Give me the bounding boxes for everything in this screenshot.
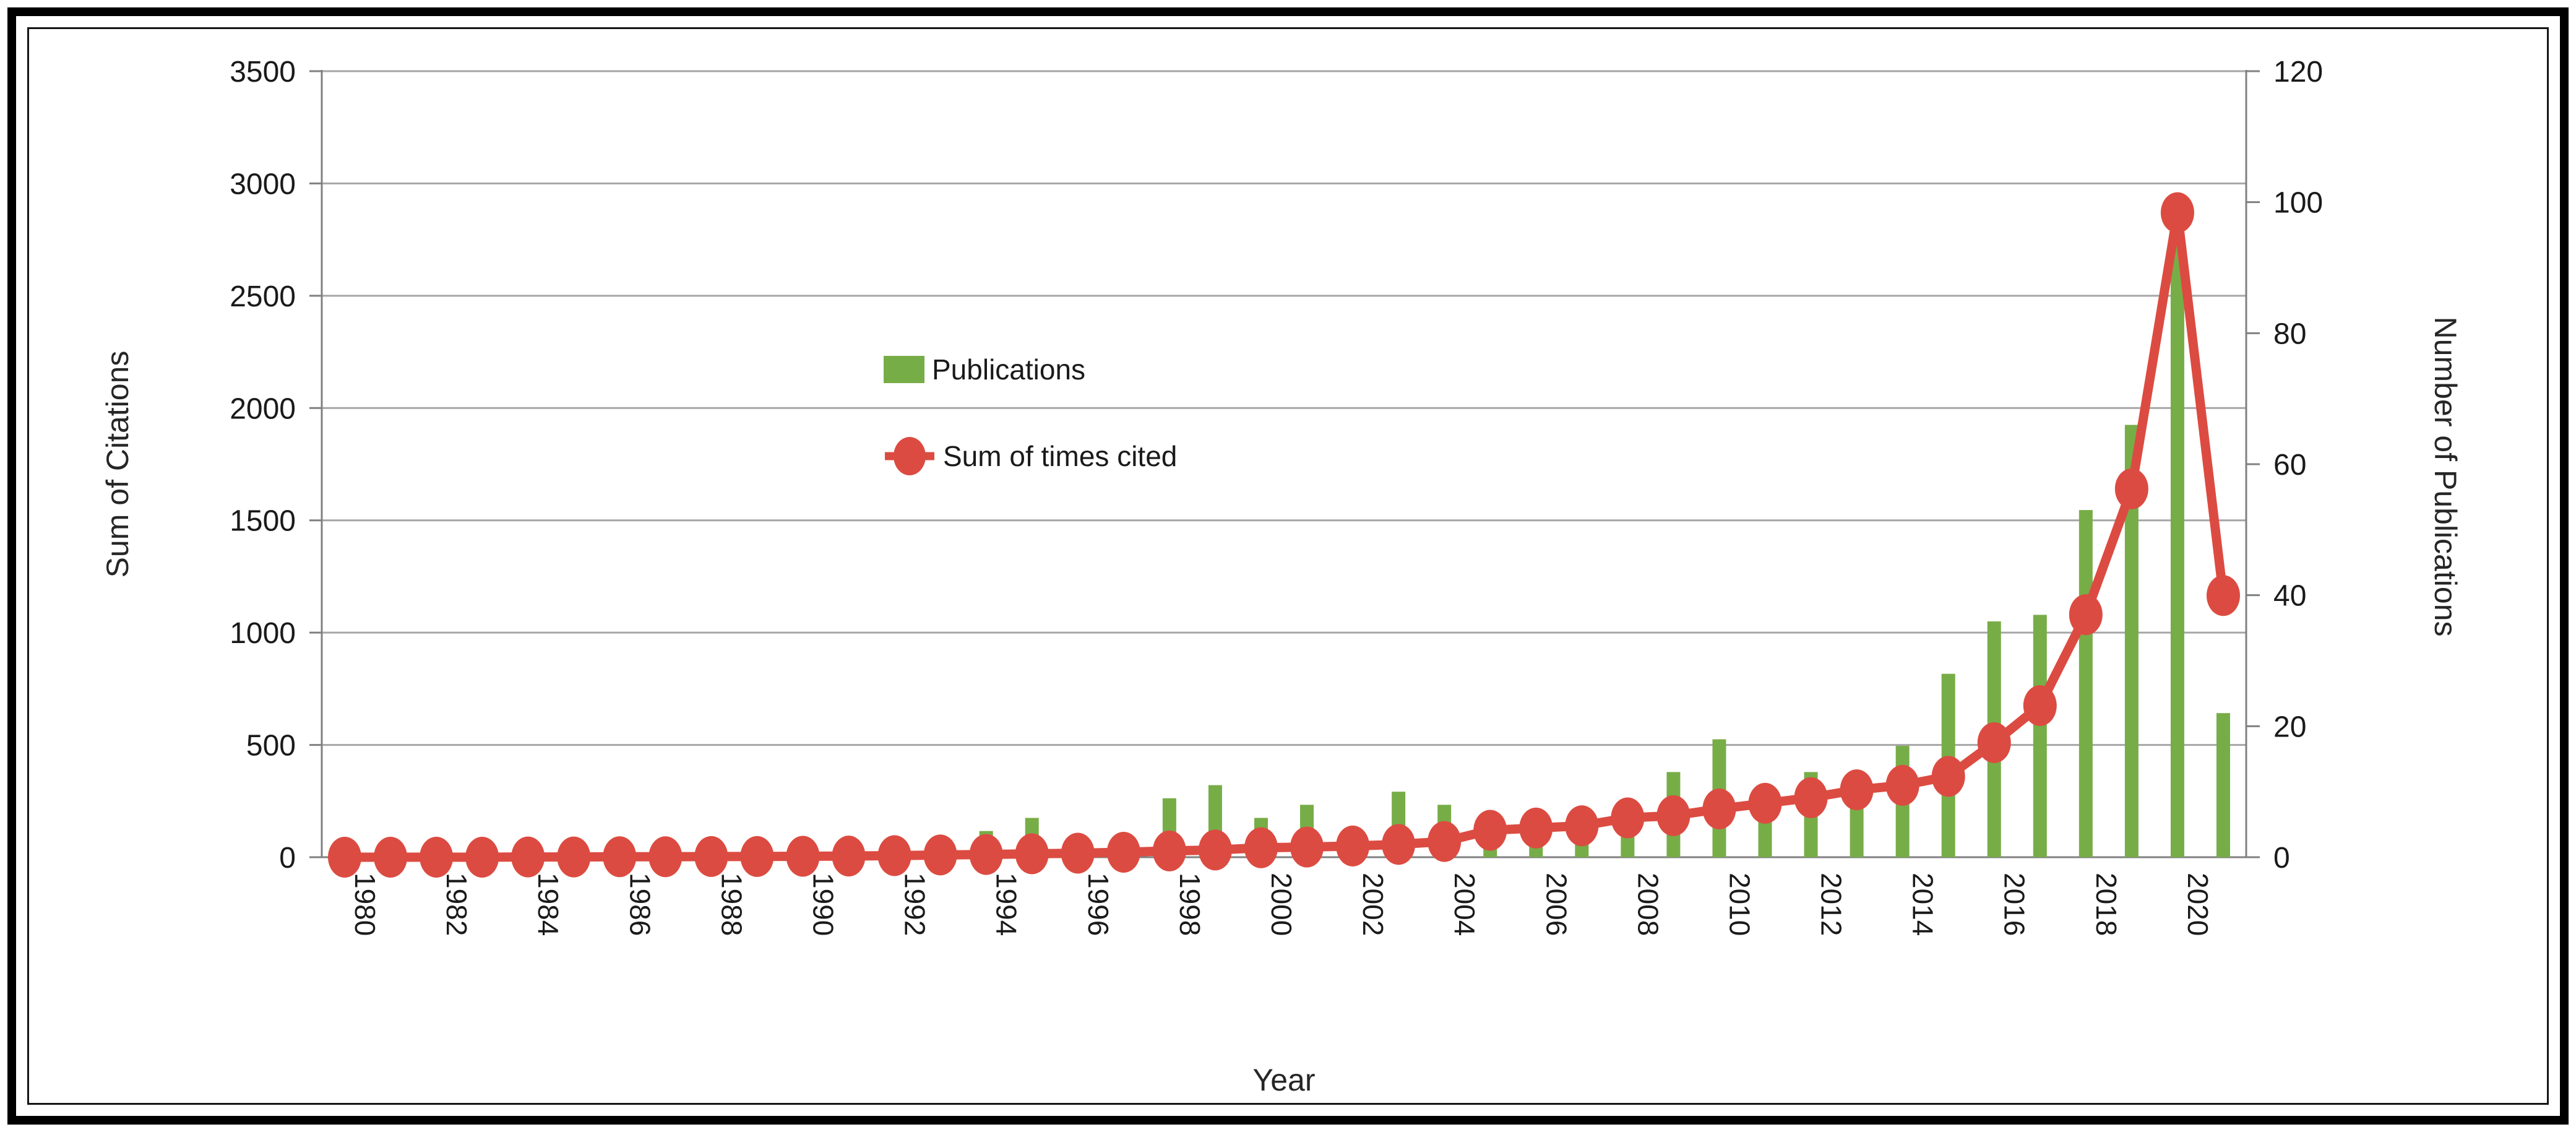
x-label-1998: 1998	[1174, 873, 1206, 936]
marker-1987	[648, 836, 683, 878]
marker-1994	[969, 834, 1003, 875]
x-label-1990: 1990	[808, 873, 840, 936]
x-axis-title: Year	[1252, 1063, 1316, 1097]
marker-2012	[1794, 777, 1828, 818]
marker-1992	[877, 835, 911, 876]
bar-2021	[2216, 713, 2230, 857]
left-tick-label-2000: 2000	[230, 392, 296, 425]
marker-2020	[2160, 192, 2194, 233]
x-label-1984: 1984	[532, 873, 564, 936]
x-label-2020: 2020	[2182, 873, 2214, 936]
marker-1980	[328, 837, 362, 878]
marker-1995	[1015, 833, 1049, 875]
x-label-2006: 2006	[1540, 873, 1572, 936]
marker-2014	[1885, 764, 1919, 806]
x-label-2000: 2000	[1265, 873, 1298, 936]
left-tick-label-1500: 1500	[230, 505, 296, 538]
marker-1983	[465, 837, 499, 878]
x-label-1986: 1986	[624, 873, 656, 936]
bar-2020	[2170, 196, 2184, 857]
marker-1996	[1061, 832, 1095, 874]
left-tick-label-0: 0	[279, 842, 296, 875]
x-label-2002: 2002	[1357, 873, 1389, 936]
marker-1993	[923, 834, 957, 876]
marker-2011	[1748, 782, 1782, 824]
x-label-1982: 1982	[441, 873, 473, 936]
marker-2000	[1244, 827, 1278, 868]
marker-2005	[1473, 810, 1507, 851]
x-label-1980: 1980	[349, 873, 381, 936]
marker-1984	[511, 836, 545, 878]
legend-item-publications: Publications	[884, 326, 1177, 413]
outer-border-frame	[7, 7, 2569, 1125]
x-label-1994: 1994	[991, 873, 1023, 936]
marker-2002	[1336, 825, 1370, 866]
right-tick-label-0: 0	[2273, 842, 2290, 875]
left-tick-label-3500: 3500	[230, 56, 296, 89]
marker-1989	[740, 836, 774, 877]
x-label-2016: 2016	[1999, 873, 2031, 936]
marker-2017	[2023, 685, 2057, 727]
left-tick-label-3000: 3000	[230, 168, 296, 201]
marker-2003	[1382, 824, 1416, 865]
x-label-2008: 2008	[1632, 873, 1664, 936]
left-tick-label-500: 500	[246, 730, 296, 763]
line-series-marker-icon	[885, 437, 934, 475]
right-tick-label-80: 80	[2273, 318, 2306, 350]
legend-label-publications: Publications	[932, 353, 1086, 386]
right-tick-label-40: 40	[2273, 580, 2306, 613]
marker-2015	[1931, 756, 1965, 797]
bar-2017	[2033, 615, 2047, 857]
marker-1988	[694, 836, 728, 877]
bar-2019	[2124, 425, 2139, 857]
legend-label-sum-of-times-cited: Sum of times cited	[943, 440, 1178, 472]
inner-border-frame	[27, 27, 2549, 1105]
marker-2004	[1428, 821, 1462, 862]
x-label-2014: 2014	[1907, 873, 1939, 936]
marker-1998	[1152, 830, 1186, 871]
marker-2001	[1290, 826, 1324, 868]
marker-1997	[1106, 832, 1140, 873]
legend: Publications Sum of times cited	[884, 326, 1177, 499]
marker-1999	[1198, 829, 1232, 871]
x-label-1996: 1996	[1082, 873, 1114, 936]
x-label-1988: 1988	[715, 873, 747, 936]
marker-2021	[2206, 575, 2240, 616]
left-axis-title: Sum of Citations	[100, 350, 135, 578]
marker-1982	[420, 837, 454, 878]
legend-item-sum-of-times-cited: Sum of times cited	[884, 413, 1177, 499]
x-label-2010: 2010	[1723, 873, 1755, 936]
marker-2013	[1840, 769, 1874, 811]
x-label-1992: 1992	[899, 873, 931, 936]
marker-2010	[1702, 788, 1736, 829]
marker-1985	[557, 836, 591, 878]
marker-1986	[603, 836, 637, 878]
marker-1990	[786, 836, 820, 877]
marker-2019	[2114, 468, 2148, 509]
marker-2008	[1611, 797, 1645, 839]
marker-1991	[832, 836, 866, 877]
marker-2007	[1565, 805, 1599, 847]
right-axis-title: Number of Publications	[2428, 316, 2463, 637]
marker-1981	[374, 837, 408, 878]
left-tick-label-1000: 1000	[230, 617, 296, 650]
right-tick-label-20: 20	[2273, 711, 2306, 743]
x-label-2012: 2012	[1816, 873, 1848, 936]
marker-2018	[2069, 594, 2103, 636]
bar-2018	[2078, 510, 2093, 857]
bar-series-swatch-icon	[884, 356, 924, 383]
right-tick-label-120: 120	[2273, 56, 2323, 89]
x-label-2018: 2018	[2090, 873, 2122, 936]
right-tick-label-100: 100	[2273, 187, 2323, 220]
right-tick-label-60: 60	[2273, 449, 2306, 482]
marker-2009	[1656, 795, 1691, 836]
marker-2016	[1977, 722, 2011, 763]
left-tick-label-2500: 2500	[230, 280, 296, 313]
x-label-2004: 2004	[1449, 873, 1481, 936]
marker-2006	[1519, 807, 1553, 849]
